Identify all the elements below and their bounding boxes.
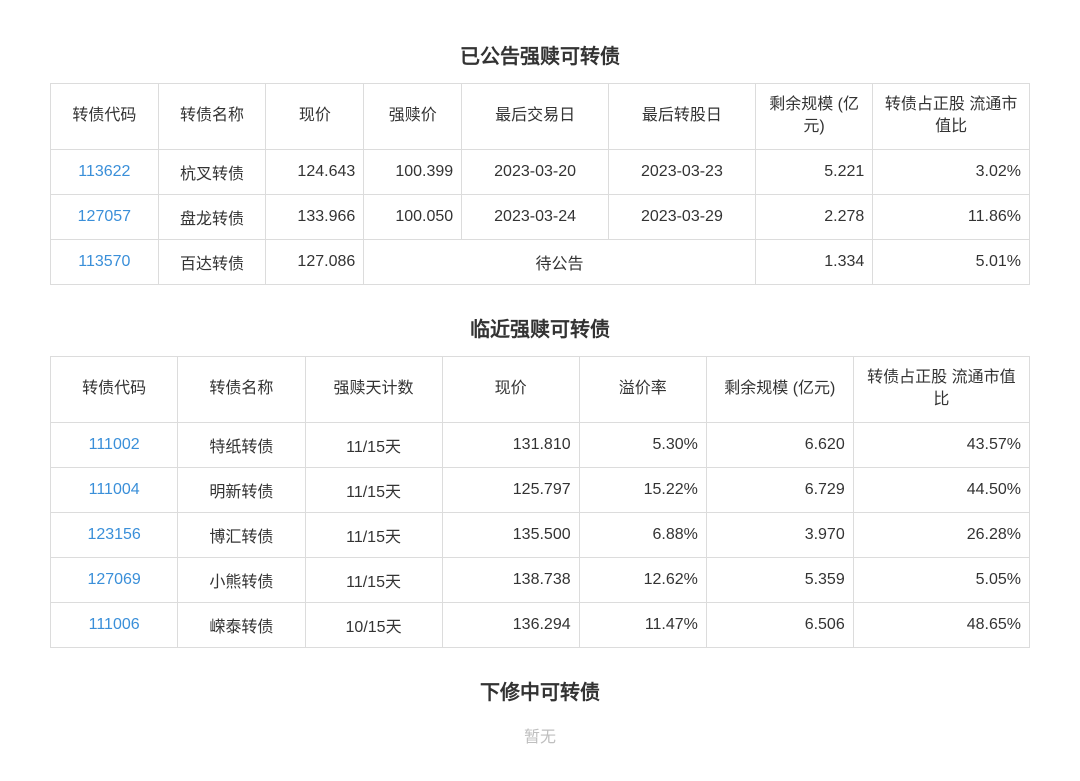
cell-redeem: 100.050 <box>364 194 462 239</box>
cell-ratio: 11.86% <box>873 194 1030 239</box>
col-price: 现价 <box>442 356 579 422</box>
col-remain: 剩余规模 (亿元) <box>706 356 853 422</box>
cell-days: 11/15天 <box>305 422 442 467</box>
bond-name: 杭叉转债 <box>158 149 266 194</box>
announced-redeem-table: 转债代码 转债名称 现价 强赎价 最后交易日 最后转股日 剩余规模 (亿元) 转… <box>50 83 1030 285</box>
section2-title: 临近强赎可转债 <box>50 313 1030 342</box>
cell-premium: 11.47% <box>579 602 706 647</box>
col-name: 转债名称 <box>158 84 266 150</box>
table-row: 123156 博汇转债 11/15天 135.500 6.88% 3.970 2… <box>51 512 1030 557</box>
cell-remain: 2.278 <box>755 194 872 239</box>
col-ratio: 转债占正股 流通市值比 <box>853 356 1029 422</box>
table-row: 113570 百达转债 127.086 待公告 1.334 5.01% <box>51 239 1030 284</box>
table-row: 111002 特纸转债 11/15天 131.810 5.30% 6.620 4… <box>51 422 1030 467</box>
table-row: 127057 盘龙转债 133.966 100.050 2023-03-24 2… <box>51 194 1030 239</box>
cell-last-conv: 2023-03-29 <box>609 194 756 239</box>
col-premium: 溢价率 <box>579 356 706 422</box>
bond-name: 明新转债 <box>178 467 305 512</box>
bond-name: 博汇转债 <box>178 512 305 557</box>
cell-redeem: 100.399 <box>364 149 462 194</box>
col-days: 强赎天计数 <box>305 356 442 422</box>
table-row: 111006 嵘泰转债 10/15天 136.294 11.47% 6.506 … <box>51 602 1030 647</box>
cell-remain: 6.506 <box>706 602 853 647</box>
bond-name: 特纸转债 <box>178 422 305 467</box>
cell-price: 136.294 <box>442 602 579 647</box>
table-row: 113622 杭叉转债 124.643 100.399 2023-03-20 2… <box>51 149 1030 194</box>
bond-code-link[interactable]: 111004 <box>51 467 178 512</box>
cell-ratio: 48.65% <box>853 602 1029 647</box>
cell-ratio: 43.57% <box>853 422 1029 467</box>
cell-premium: 12.62% <box>579 557 706 602</box>
bond-code-link[interactable]: 111006 <box>51 602 178 647</box>
cell-ratio: 5.01% <box>873 239 1030 284</box>
cell-price: 125.797 <box>442 467 579 512</box>
col-code: 转债代码 <box>51 84 159 150</box>
cell-price: 135.500 <box>442 512 579 557</box>
bond-code-link[interactable]: 123156 <box>51 512 178 557</box>
cell-premium: 6.88% <box>579 512 706 557</box>
bond-code-link[interactable]: 111002 <box>51 422 178 467</box>
cell-days: 10/15天 <box>305 602 442 647</box>
near-redeem-table: 转债代码 转债名称 强赎天计数 现价 溢价率 剩余规模 (亿元) 转债占正股 流… <box>50 356 1030 648</box>
cell-price: 138.738 <box>442 557 579 602</box>
section3-title: 下修中可转债 <box>50 676 1030 705</box>
cell-ratio: 3.02% <box>873 149 1030 194</box>
cell-last-trade: 2023-03-24 <box>462 194 609 239</box>
cell-ratio: 5.05% <box>853 557 1029 602</box>
col-price: 现价 <box>266 84 364 150</box>
cell-days: 11/15天 <box>305 512 442 557</box>
col-remain: 剩余规模 (亿元) <box>755 84 872 150</box>
cell-days: 11/15天 <box>305 467 442 512</box>
col-ratio: 转债占正股 流通市值比 <box>873 84 1030 150</box>
bond-code-link[interactable]: 127069 <box>51 557 178 602</box>
col-redeem: 强赎价 <box>364 84 462 150</box>
table-header-row: 转债代码 转债名称 现价 强赎价 最后交易日 最后转股日 剩余规模 (亿元) 转… <box>51 84 1030 150</box>
cell-last-trade: 2023-03-20 <box>462 149 609 194</box>
bond-code-link[interactable]: 127057 <box>51 194 159 239</box>
cell-premium: 15.22% <box>579 467 706 512</box>
table-header-row: 转债代码 转债名称 强赎天计数 现价 溢价率 剩余规模 (亿元) 转债占正股 流… <box>51 356 1030 422</box>
bond-name: 小熊转债 <box>178 557 305 602</box>
table-row: 111004 明新转债 11/15天 125.797 15.22% 6.729 … <box>51 467 1030 512</box>
bond-name: 嵘泰转债 <box>178 602 305 647</box>
empty-state-text: 暂无 <box>50 723 1030 747</box>
cell-price: 133.966 <box>266 194 364 239</box>
cell-remain: 1.334 <box>755 239 872 284</box>
cell-remain: 5.221 <box>755 149 872 194</box>
cell-days: 11/15天 <box>305 557 442 602</box>
cell-remain: 3.970 <box>706 512 853 557</box>
cell-last-conv: 2023-03-23 <box>609 149 756 194</box>
cell-price: 127.086 <box>266 239 364 284</box>
col-code: 转债代码 <box>51 356 178 422</box>
cell-remain: 6.729 <box>706 467 853 512</box>
bond-name: 百达转债 <box>158 239 266 284</box>
cell-ratio: 44.50% <box>853 467 1029 512</box>
col-name: 转债名称 <box>178 356 305 422</box>
section1-title: 已公告强赎可转债 <box>50 40 1030 69</box>
col-last-trade: 最后交易日 <box>462 84 609 150</box>
bond-code-link[interactable]: 113622 <box>51 149 159 194</box>
cell-pending: 待公告 <box>364 239 756 284</box>
cell-premium: 5.30% <box>579 422 706 467</box>
cell-price: 124.643 <box>266 149 364 194</box>
cell-remain: 5.359 <box>706 557 853 602</box>
col-last-conv: 最后转股日 <box>609 84 756 150</box>
cell-remain: 6.620 <box>706 422 853 467</box>
cell-ratio: 26.28% <box>853 512 1029 557</box>
table-row: 127069 小熊转债 11/15天 138.738 12.62% 5.359 … <box>51 557 1030 602</box>
bond-code-link[interactable]: 113570 <box>51 239 159 284</box>
cell-price: 131.810 <box>442 422 579 467</box>
bond-name: 盘龙转债 <box>158 194 266 239</box>
